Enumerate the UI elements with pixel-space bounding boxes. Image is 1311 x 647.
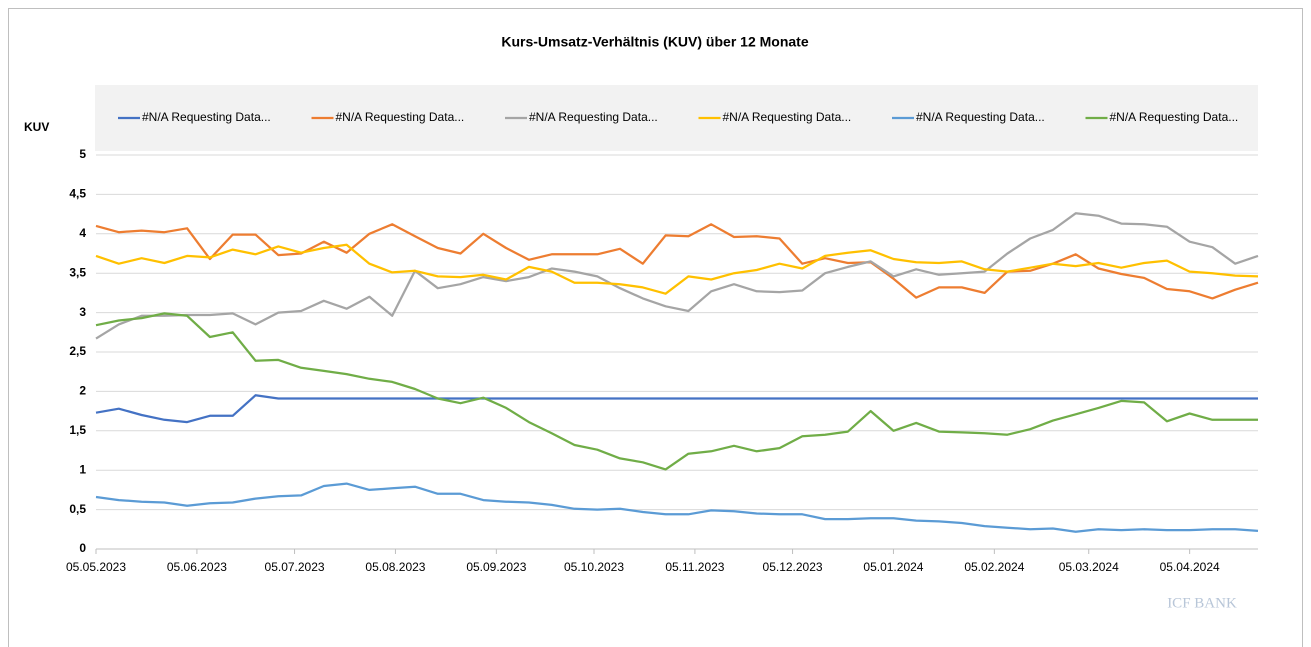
y-axis-label: KUV [24,120,49,134]
y-tick-label: 0 [79,541,86,555]
y-tick-label: 2,5 [69,344,86,358]
x-tick-label: 05.06.2023 [167,560,227,574]
x-tick-label: 05.04.2024 [1160,560,1220,574]
legend-label: #N/A Requesting Data... [1110,110,1239,124]
x-tick-label: 05.02.2024 [964,560,1024,574]
y-tick-label: 0,5 [69,502,86,516]
series-line [95,212,1259,340]
series-line [95,482,1259,533]
legend-label: #N/A Requesting Data... [723,110,852,124]
series-line [95,223,1259,300]
y-tick-label: 1,5 [69,423,86,437]
x-tick-label: 05.10.2023 [564,560,624,574]
x-tick-label: 05.12.2023 [763,560,823,574]
y-tick-label: 2 [79,384,86,398]
y-tick-label: 4 [79,226,86,240]
legend-label: #N/A Requesting Data... [142,110,271,124]
legend-label: #N/A Requesting Data... [529,110,658,124]
y-tick-label: 3,5 [69,265,86,279]
y-tick-label: 4,5 [69,187,86,201]
x-tick-label: 05.03.2024 [1059,560,1119,574]
legend-label: #N/A Requesting Data... [916,110,1045,124]
x-tick-label: 05.11.2023 [665,560,724,574]
y-tick-label: 1 [79,462,86,476]
legend-box [95,85,1258,151]
chart-title: Kurs-Umsatz-Verhältnis (KUV) über 12 Mon… [501,34,808,50]
x-tick-label: 05.05.2023 [66,560,126,574]
series-line [95,312,1258,471]
x-tick-label: 05.07.2023 [265,560,325,574]
x-tick-label: 05.01.2024 [863,560,923,574]
x-tick-label: 05.08.2023 [365,560,425,574]
legend-label: #N/A Requesting Data... [336,110,465,124]
y-tick-label: 3 [79,305,86,319]
x-tick-label: 05.09.2023 [466,560,526,574]
series-line [95,243,1259,295]
logo: ICF BANK [1167,595,1237,611]
y-tick-label: 5 [79,147,86,161]
series-line [95,394,1258,424]
